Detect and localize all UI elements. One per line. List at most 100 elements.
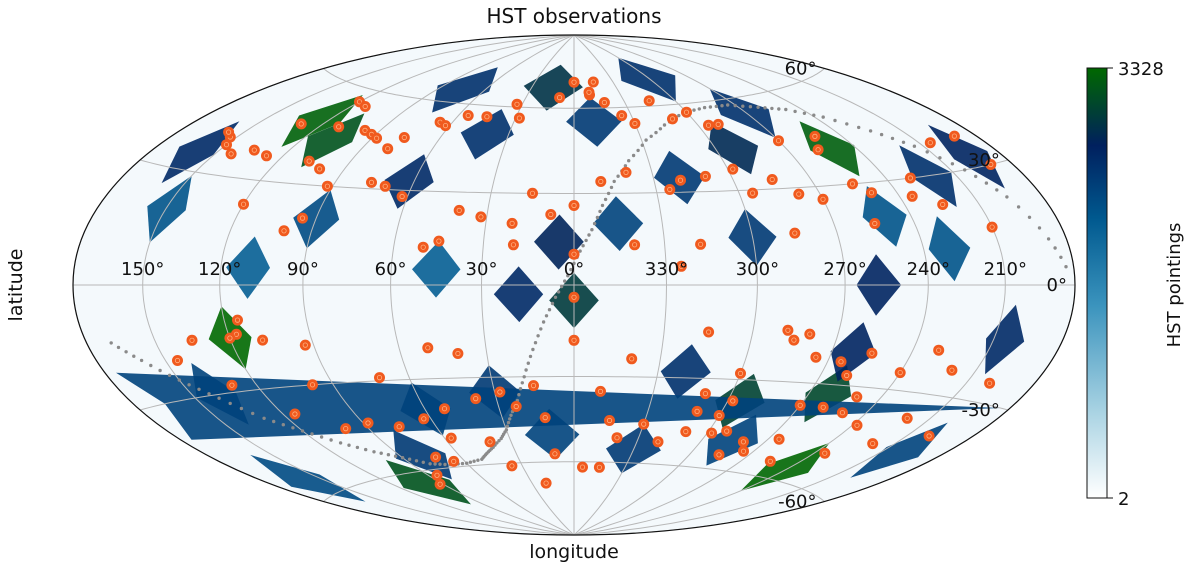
hst-target-point xyxy=(706,427,718,439)
hst-target-point xyxy=(766,174,778,185)
hst-target-point xyxy=(904,172,916,184)
hst-target-point xyxy=(804,328,816,340)
hst-target-point xyxy=(595,176,607,187)
hst-target-point-ring xyxy=(356,99,363,105)
hst-target-point-ring xyxy=(263,153,270,159)
hst-target-point xyxy=(867,438,879,450)
galactic-plane-point xyxy=(559,284,564,289)
hst-target-point xyxy=(299,339,311,351)
galactic-plane-point xyxy=(465,461,469,465)
hst-target-point-ring xyxy=(571,251,577,257)
hst-target-point-ring xyxy=(223,142,230,148)
hst-target-point xyxy=(727,395,739,407)
hst-target-point-ring xyxy=(715,121,721,128)
hst-target-point-ring xyxy=(421,416,427,422)
hst-target-point-ring xyxy=(849,181,856,187)
hst-target-point xyxy=(667,113,678,125)
galactic-plane-point xyxy=(291,426,295,430)
galactic-plane-point xyxy=(581,244,585,248)
hst-target-point-ring xyxy=(631,242,638,248)
hst-target-point xyxy=(851,391,863,403)
hst-target-point xyxy=(626,353,638,365)
hst-target-point xyxy=(638,418,650,430)
hst-target-point-ring xyxy=(694,408,700,414)
galactic-plane-point xyxy=(833,118,837,123)
hst-target-point-ring xyxy=(897,369,903,376)
hst-target-point xyxy=(869,218,881,229)
hst-target-point-ring xyxy=(854,394,860,400)
hst-target-point-ring xyxy=(724,428,730,434)
hst-target-point-ring xyxy=(251,147,257,153)
hst-target-point-ring xyxy=(813,354,819,360)
hst-target-point-ring xyxy=(951,133,958,139)
galactic-plane-point xyxy=(631,153,636,158)
hst-target-point-ring xyxy=(683,109,690,115)
hst-target-point-ring xyxy=(796,191,802,197)
hst-target-point xyxy=(712,118,724,130)
density-region xyxy=(660,344,711,399)
density-region xyxy=(850,422,948,478)
density-region xyxy=(740,442,830,491)
galactic-plane-point xyxy=(497,439,501,443)
hst-target-point xyxy=(289,408,301,420)
colorbar-max-label: 3328 xyxy=(1118,59,1164,80)
hst-target-point xyxy=(793,188,805,200)
hst-target-point-ring xyxy=(740,448,747,454)
hst-target-point xyxy=(278,225,290,237)
galactic-plane-point xyxy=(1027,215,1032,219)
galactic-plane-point xyxy=(414,459,419,463)
density-region xyxy=(301,113,365,168)
galactic-plane-point xyxy=(197,387,201,391)
galactic-plane-point xyxy=(228,401,232,406)
galactic-plane-point xyxy=(1037,226,1042,230)
hst-target-point-ring xyxy=(513,403,519,410)
hst-target-point xyxy=(948,130,960,142)
galactic-plane-point xyxy=(995,188,999,192)
hst-target-point xyxy=(611,432,623,444)
hst-target-point xyxy=(470,393,482,405)
galactic-plane-point xyxy=(598,209,602,214)
galactic-plane-point xyxy=(149,363,153,368)
hst-target-point-ring xyxy=(791,337,797,343)
hst-target-point xyxy=(568,334,580,346)
galactic-plane-point xyxy=(553,295,558,299)
galactic-plane-point xyxy=(428,462,432,466)
colorbar-label: HST pointings xyxy=(1164,223,1185,348)
hst-target-point xyxy=(577,461,588,473)
hst-target-point xyxy=(379,180,391,192)
longitude-tick-label: 210° xyxy=(984,259,1027,280)
hst-target-point-ring xyxy=(579,464,586,470)
galactic-plane-point xyxy=(1053,246,1057,250)
galactic-plane-point xyxy=(950,162,955,166)
density-regions xyxy=(116,57,1025,505)
hst-target-point xyxy=(773,135,784,147)
galactic-plane-point xyxy=(578,249,582,253)
hst-target-point xyxy=(396,191,408,202)
hst-target-point-ring xyxy=(448,435,454,441)
galactic-plane-point xyxy=(845,122,849,126)
hst-target-point xyxy=(924,137,936,149)
hst-target-point xyxy=(462,110,474,121)
hst-target-point-ring xyxy=(259,337,266,343)
target-points xyxy=(172,76,998,490)
hst-target-point-ring xyxy=(373,135,380,141)
hst-target-point xyxy=(713,449,725,461)
hst-target-point-ring xyxy=(702,390,709,397)
hst-target-point xyxy=(738,445,749,457)
galactic-plane-point xyxy=(636,148,640,153)
hst-target-point-ring xyxy=(839,410,846,416)
galactic-plane-point xyxy=(386,453,391,457)
hst-target-point-ring xyxy=(986,380,993,386)
hst-target-point-ring xyxy=(189,337,195,343)
galactic-plane-point xyxy=(938,156,942,160)
longitude-tick-label: 300° xyxy=(736,259,779,280)
hst-target-point-ring xyxy=(769,176,775,183)
density-region xyxy=(862,186,907,247)
galactic-plane-point xyxy=(421,460,425,464)
galactic-plane-point xyxy=(1016,205,1021,209)
density-region xyxy=(161,121,240,184)
hst-target-point xyxy=(224,332,236,344)
hst-target-point xyxy=(788,334,800,346)
hst-target-point xyxy=(554,92,566,104)
hst-target-point-ring xyxy=(509,463,515,469)
